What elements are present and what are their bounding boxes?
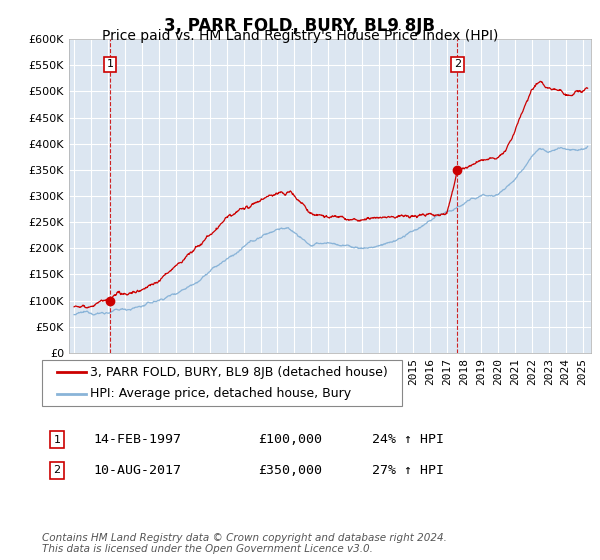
Text: 3, PARR FOLD, BURY, BL9 8JB: 3, PARR FOLD, BURY, BL9 8JB: [164, 17, 436, 35]
Text: 1: 1: [53, 435, 61, 445]
Text: 24% ↑ HPI: 24% ↑ HPI: [372, 433, 444, 446]
Text: 3, PARR FOLD, BURY, BL9 8JB (detached house): 3, PARR FOLD, BURY, BL9 8JB (detached ho…: [90, 366, 388, 379]
Text: £350,000: £350,000: [258, 464, 322, 477]
Text: 2: 2: [53, 465, 61, 475]
Text: 2: 2: [454, 59, 461, 69]
Text: 1: 1: [107, 59, 113, 69]
Text: Contains HM Land Registry data © Crown copyright and database right 2024.
This d: Contains HM Land Registry data © Crown c…: [42, 533, 447, 554]
Text: 27% ↑ HPI: 27% ↑ HPI: [372, 464, 444, 477]
Text: 10-AUG-2017: 10-AUG-2017: [93, 464, 181, 477]
Text: 14-FEB-1997: 14-FEB-1997: [93, 433, 181, 446]
Text: HPI: Average price, detached house, Bury: HPI: Average price, detached house, Bury: [90, 387, 351, 400]
Text: Price paid vs. HM Land Registry's House Price Index (HPI): Price paid vs. HM Land Registry's House …: [102, 29, 498, 43]
Text: £100,000: £100,000: [258, 433, 322, 446]
